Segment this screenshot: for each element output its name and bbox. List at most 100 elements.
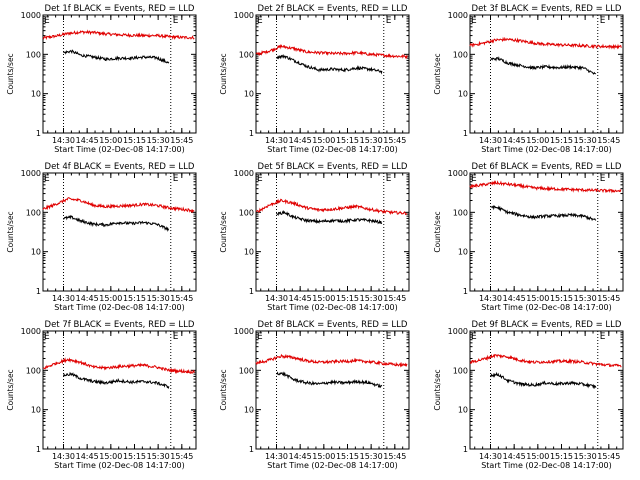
y-tick-label: 1: [36, 287, 41, 296]
events-series-line: [63, 371, 170, 390]
x-tick-label: 15:45: [170, 136, 193, 145]
x-tick-label: 15:30: [360, 452, 383, 461]
x-tick-label: 15:30: [360, 294, 383, 303]
lld-series-line: [469, 36, 622, 50]
x-tick-label: 14:30: [479, 294, 502, 303]
x-tick-label: 15:00: [312, 136, 335, 145]
plot-frame: [469, 172, 624, 292]
x-tick-label: 15:45: [597, 136, 620, 145]
y-axis-label: Counts/sec: [219, 369, 228, 410]
x-tick-label: 15:30: [147, 294, 170, 303]
x-tick-label: 15:45: [170, 452, 193, 461]
events-series-line: [276, 371, 383, 389]
y-tick-label: 1: [463, 129, 468, 138]
marker-label: E: [173, 174, 179, 184]
panel-title: Det 3f BLACK = Events, RED = LLD: [472, 4, 622, 14]
plot-frame: [255, 172, 410, 292]
y-axis-label: Counts/sec: [219, 211, 228, 252]
panel-title: Det 6f BLACK = Events, RED = LLD: [472, 162, 622, 172]
y-tick-label: 1: [36, 445, 41, 454]
x-tick-label: 15:45: [383, 136, 406, 145]
y-tick-label: 10: [31, 248, 41, 257]
panel-title: Det 2f BLACK = Events, RED = LLD: [258, 4, 408, 14]
marker-label: E: [257, 174, 263, 184]
x-tick-label: 15:15: [123, 452, 146, 461]
y-tick-label: 10: [244, 248, 254, 257]
x-tick-label: 15:15: [336, 136, 359, 145]
y-tick-label: 10: [244, 90, 254, 99]
x-tick-label: 14:45: [76, 294, 99, 303]
y-tick-label: 100: [453, 366, 468, 375]
marker-label: E: [471, 174, 477, 184]
events-series-line: [490, 371, 597, 390]
detector-panel: Det 7f BLACK = Events, RED = LLD 1 10 100 10…: [6, 320, 197, 470]
events-series-line: [276, 210, 383, 225]
detector-panel: Det 1f BLACK = Events, RED = LLD 1 10 100 10…: [6, 4, 197, 154]
marker-label: E: [257, 16, 263, 26]
x-axis-label: Start Time (02-Dec-08 14:17:00): [481, 145, 612, 154]
y-tick-label: 10: [458, 248, 468, 257]
plot-frame: [42, 330, 197, 450]
x-tick-label: 15:15: [550, 136, 573, 145]
detector-panel: Det 5f BLACK = Events, RED = LLD 1 10 100 10…: [219, 162, 410, 312]
x-tick-label: 15:30: [360, 136, 383, 145]
marker-label: E: [600, 332, 606, 342]
marker-label: E: [386, 332, 392, 342]
marker-label: E: [471, 16, 477, 26]
x-tick-label: 14:30: [479, 136, 502, 145]
panel-title: Det 8f BLACK = Events, RED = LLD: [258, 320, 408, 330]
x-axis-label: Start Time (02-Dec-08 14:17:00): [267, 303, 398, 312]
y-axis-label: Counts/sec: [433, 369, 442, 410]
plot-frame: [255, 14, 410, 134]
lld-series-line: [42, 197, 195, 214]
y-tick-label: 1: [463, 287, 468, 296]
x-tick-label: 15:00: [99, 136, 122, 145]
y-tick-label: 1000: [448, 327, 468, 336]
y-tick-label: 10: [31, 90, 41, 99]
x-tick-label: 15:30: [147, 136, 170, 145]
y-tick-label: 1000: [448, 11, 468, 20]
x-tick-label: 14:45: [289, 136, 312, 145]
x-tick-label: 15:30: [574, 452, 597, 461]
x-tick-label: 15:30: [574, 136, 597, 145]
x-tick-label: 15:00: [526, 294, 549, 303]
y-tick-label: 1000: [234, 169, 254, 178]
x-tick-label: 14:30: [265, 136, 288, 145]
y-tick-label: 1000: [448, 169, 468, 178]
x-tick-label: 14:45: [76, 452, 99, 461]
lld-series-line: [469, 353, 622, 368]
x-tick-label: 14:30: [52, 294, 75, 303]
y-tick-label: 1: [249, 445, 254, 454]
x-tick-label: 15:00: [99, 452, 122, 461]
x-axis-label: Start Time (02-Dec-08 14:17:00): [267, 145, 398, 154]
x-tick-label: 15:15: [336, 452, 359, 461]
events-series-line: [63, 49, 170, 64]
y-tick-label: 100: [239, 366, 254, 375]
detector-panel: Det 9f BLACK = Events, RED = LLD 1 10 100 10…: [433, 320, 624, 470]
y-tick-label: 100: [26, 208, 41, 217]
x-axis-label: Start Time (02-Dec-08 14:17:00): [54, 303, 185, 312]
panel-title: Det 1f BLACK = Events, RED = LLD: [45, 4, 195, 14]
x-tick-label: 14:45: [289, 294, 312, 303]
panel-title: Det 5f BLACK = Events, RED = LLD: [258, 162, 408, 172]
lld-series-line: [255, 353, 408, 368]
detector-panel: Det 4f BLACK = Events, RED = LLD 1 10 100 10…: [6, 162, 197, 312]
marker-label: E: [44, 16, 50, 26]
x-tick-label: 15:00: [312, 452, 335, 461]
plot-frame: [255, 330, 410, 450]
y-tick-label: 100: [453, 50, 468, 59]
detector-panel: Det 3f BLACK = Events, RED = LLD 1 10 100 10…: [433, 4, 624, 154]
x-axis-label: Start Time (02-Dec-08 14:17:00): [481, 303, 612, 312]
y-tick-label: 1000: [21, 169, 41, 178]
y-tick-label: 1: [249, 129, 254, 138]
y-tick-label: 100: [26, 366, 41, 375]
plot-frame: [42, 172, 197, 292]
x-tick-label: 15:45: [383, 294, 406, 303]
x-axis-label: Start Time (02-Dec-08 14:17:00): [267, 461, 398, 470]
x-tick-label: 15:30: [147, 452, 170, 461]
x-tick-label: 14:45: [503, 136, 526, 145]
x-tick-label: 15:00: [526, 136, 549, 145]
x-tick-label: 15:00: [99, 294, 122, 303]
x-tick-label: 14:30: [52, 136, 75, 145]
